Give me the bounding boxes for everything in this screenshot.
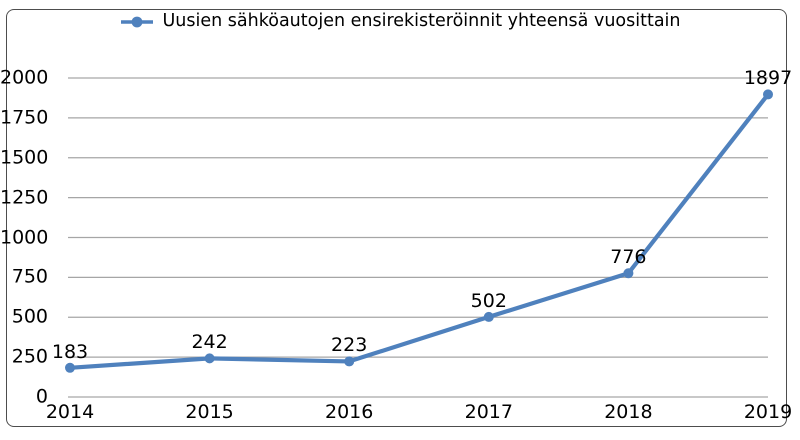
y-tick-label: 500: [11, 305, 48, 328]
data-point-marker: [483, 311, 494, 322]
y-tick-label: 750: [11, 265, 48, 288]
x-tick-label: 2015: [185, 401, 234, 423]
data-label: 1897: [743, 67, 793, 90]
series-line: [67, 92, 771, 370]
x-tick-label: 2019: [743, 401, 793, 423]
data-point-marker: [623, 268, 634, 279]
data-label: 223: [331, 334, 368, 357]
data-point-marker: [763, 89, 773, 100]
data-label: 183: [51, 340, 89, 363]
y-tick-label: 1250: [0, 186, 49, 209]
x-tick-label: 2018: [604, 401, 653, 423]
chart-frame: [6, 9, 787, 427]
y-tick-label: 2000: [0, 66, 49, 89]
data-point-marker: [204, 353, 215, 364]
legend-label: Uusien sähköautojen ensirekisteröinnit y…: [162, 11, 681, 31]
legend: Uusien sähköautojen ensirekisteröinnit y…: [0, 11, 800, 32]
y-tick-label: 250: [11, 345, 48, 368]
x-tick-label: 2014: [45, 401, 95, 423]
data-label: 502: [470, 289, 507, 312]
y-tick-label: 1500: [0, 146, 49, 169]
data-label: 242: [191, 331, 228, 354]
x-tick-label: 2017: [464, 401, 513, 423]
data-point-marker: [65, 362, 75, 373]
legend-line-marker-icon: [120, 16, 153, 27]
y-tick-label: 1000: [0, 226, 49, 248]
data-point-marker: [344, 356, 355, 367]
y-tick-label: 1750: [0, 106, 49, 129]
data-label: 776: [610, 246, 647, 269]
y-tick-label: 0: [35, 385, 48, 408]
x-tick-label: 2016: [325, 401, 374, 423]
